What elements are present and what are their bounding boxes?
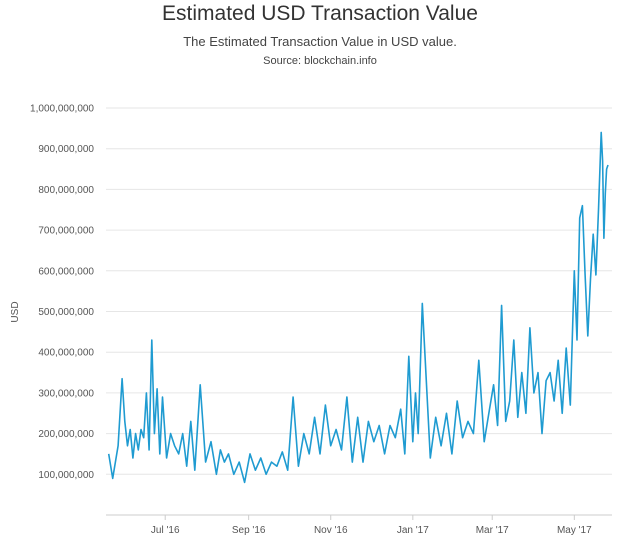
y-tick-label: 100,000,000 [38, 470, 94, 481]
x-tick-label: Jan '17 [397, 525, 429, 536]
chart-title: Estimated USD Transaction Value [162, 2, 478, 25]
y-tick-label: 800,000,000 [38, 185, 94, 196]
x-tick-label: Sep '16 [232, 525, 266, 536]
x-tick-label: Nov '16 [314, 525, 348, 536]
y-tick-label: 500,000,000 [38, 307, 94, 318]
x-tick-label: Mar '17 [476, 525, 509, 536]
chart-subtitle: The Estimated Transaction Value in USD v… [183, 34, 457, 49]
y-tick-labels: 100,000,000 200,000,000 300,000,000 400,000… [30, 104, 94, 481]
y-tick-label: 200,000,000 [38, 429, 94, 440]
y-tick-label: 600,000,000 [38, 266, 94, 277]
y-tick-label: 300,000,000 [38, 388, 94, 399]
y-tick-label: 700,000,000 [38, 226, 94, 237]
y-tick-label: 1,000,000,000 [30, 104, 94, 115]
x-tick-label: Jul '16 [151, 525, 180, 536]
chart-source: Source: blockchain.info [263, 55, 377, 67]
series-points [108, 131, 609, 483]
gridlines [106, 107, 612, 475]
series-line [107, 131, 609, 484]
y-axis-label: USD [10, 301, 21, 322]
x-tick-labels: Jul '16 Sep '16 Nov '16 Jan '17 Mar '17 May '… [151, 515, 592, 536]
x-tick-label: May '17 [557, 525, 592, 536]
y-tick-label: 900,000,000 [38, 144, 94, 155]
y-tick-label: 400,000,000 [38, 348, 94, 359]
